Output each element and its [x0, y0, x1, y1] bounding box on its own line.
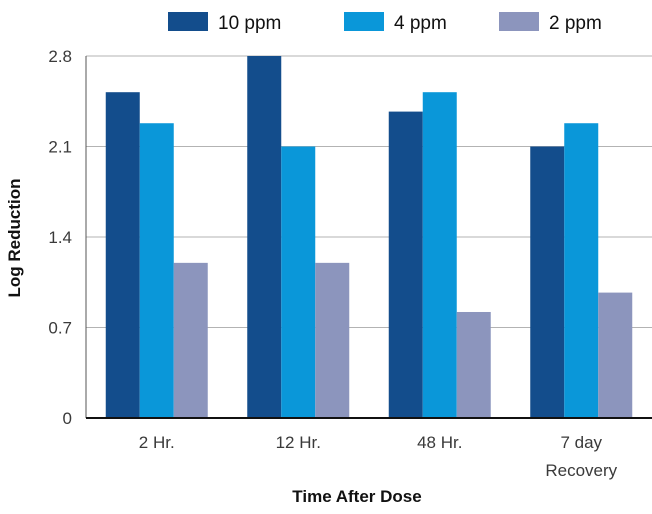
x-axis-title: Time After Dose [292, 487, 421, 506]
bar-10-ppm-0 [105, 92, 140, 418]
legend-swatch [499, 12, 539, 31]
x-tick-label: 2 Hr. [139, 433, 175, 452]
bar-10-ppm-3 [530, 146, 565, 418]
bar-4-ppm-0 [139, 123, 174, 418]
bar-4-ppm-3 [564, 123, 599, 418]
legend-swatch [168, 12, 208, 31]
legend-label: 2 ppm [549, 13, 602, 34]
y-tick-label: 2.8 [48, 47, 72, 66]
x-tick-label: 7 day [560, 433, 602, 452]
bars [105, 56, 633, 418]
bar-4-ppm-2 [422, 92, 457, 418]
y-tick-label: 2.1 [48, 138, 72, 157]
legend-swatch [344, 12, 384, 31]
legend-label: 4 ppm [394, 13, 447, 34]
legend-label: 10 ppm [218, 13, 281, 34]
x-tick-label: Recovery [545, 461, 617, 480]
bar-10-ppm-2 [388, 111, 423, 418]
bar-4-ppm-1 [281, 146, 316, 418]
legend: 10 ppm 4 ppm 2 ppm [168, 12, 602, 34]
x-axis-ticks: 2 Hr. 12 Hr. 48 Hr. 7 day Recovery [139, 433, 618, 480]
y-tick-label: 1.4 [48, 228, 72, 247]
y-tick-label: 0 [63, 409, 72, 428]
y-axis-ticks: 0 0.7 1.4 2.1 2.8 [48, 47, 72, 428]
x-tick-label: 48 Hr. [417, 433, 462, 452]
bar-10-ppm-1 [247, 56, 282, 418]
bar-2-ppm-3 [598, 292, 633, 418]
x-tick-label: 12 Hr. [276, 433, 321, 452]
bar-2-ppm-0 [173, 262, 208, 418]
y-tick-label: 0.7 [48, 319, 72, 338]
bar-2-ppm-1 [315, 262, 350, 418]
bar-2-ppm-2 [456, 311, 491, 418]
y-axis-title: Log Reduction [5, 179, 24, 298]
